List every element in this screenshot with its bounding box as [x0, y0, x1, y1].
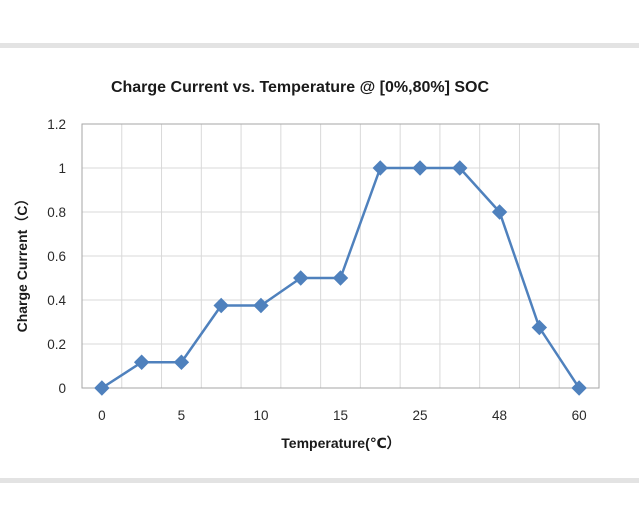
data-point-marker [571, 380, 587, 396]
top-divider-band [0, 43, 639, 48]
x-tick-label: 5 [178, 408, 186, 423]
plot-area-border [81, 123, 600, 389]
y-axis-title: Charge Current（C） [14, 192, 30, 333]
data-point-marker [491, 204, 508, 220]
x-tick-label: 25 [413, 408, 428, 423]
tick-labels: 0 0.2 0.4 0.6 0.8 1 1.2 0 5 10 15 25 48 60 [47, 117, 586, 423]
x-tick-label: 15 [333, 408, 348, 423]
data-point-marker [253, 297, 269, 314]
y-tick-label: 0.2 [47, 337, 66, 352]
data-point-marker [372, 160, 388, 176]
y-tick-label: 1.2 [47, 117, 66, 132]
x-tick-label: 10 [253, 408, 268, 423]
y-tick-label: 1 [58, 161, 66, 176]
chart-title: Charge Current vs. Temperature @ [0%,80%… [111, 79, 490, 96]
y-tick-label: 0 [58, 381, 66, 396]
data-point-marker [94, 380, 110, 396]
x-tick-label: 0 [98, 408, 106, 423]
x-axis-title: Temperature(℃） [281, 435, 400, 451]
data-point-marker [213, 297, 229, 314]
grid [82, 123, 599, 389]
data-point-marker [412, 160, 428, 176]
x-tick-label: 48 [492, 408, 507, 423]
data-point-marker [173, 354, 190, 370]
data-point-marker [133, 354, 150, 370]
y-tick-label: 0.6 [47, 249, 66, 264]
series [94, 160, 587, 396]
y-tick-label: 0.4 [47, 293, 66, 308]
y-tick-label: 0.8 [47, 205, 66, 220]
data-point-marker [293, 270, 309, 286]
data-point-marker [531, 319, 548, 336]
data-point-marker [332, 270, 349, 286]
bottom-divider-band [0, 478, 639, 483]
axes [81, 123, 600, 389]
x-tick-label: 60 [572, 408, 587, 423]
data-point-marker [452, 160, 468, 176]
